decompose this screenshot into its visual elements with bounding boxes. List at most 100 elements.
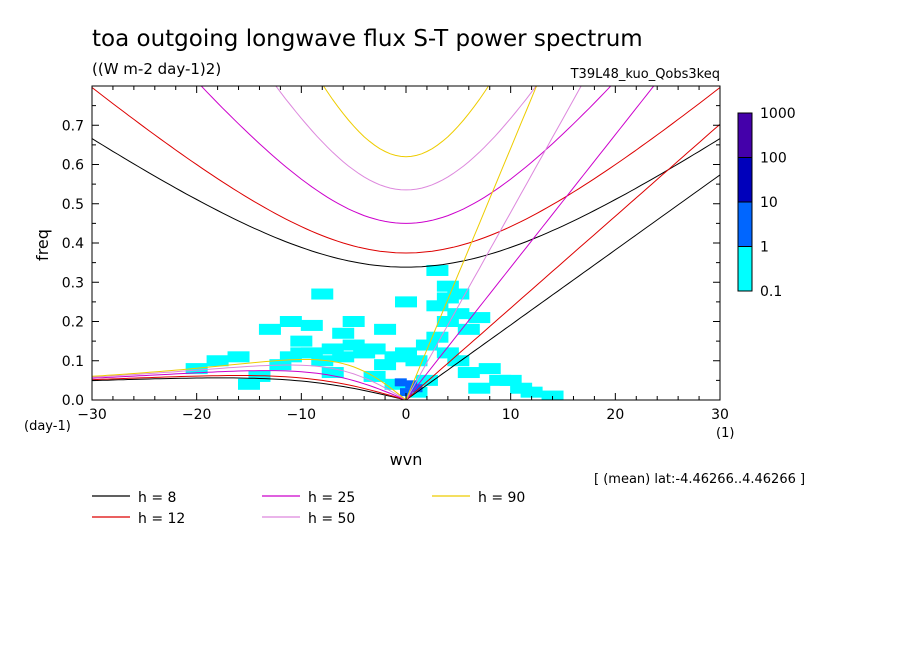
colorbar-label: 10: [760, 195, 778, 211]
shading-cell: [238, 378, 260, 390]
x-tick-label: 30: [711, 407, 729, 423]
shading-cell: [321, 343, 344, 355]
shading-cell: [374, 323, 397, 335]
shading-cell: [478, 363, 501, 375]
legend-label: h = 50: [308, 511, 355, 527]
x-tick-label: −30: [77, 407, 107, 423]
rossby-curve: [92, 370, 407, 400]
colorbar-label: 1000: [760, 106, 796, 122]
shading-cell: [457, 323, 480, 335]
y-tick-label: 0.5: [62, 197, 84, 213]
y-tick-label: 0.1: [62, 354, 84, 370]
shading-cell-high: [410, 384, 423, 393]
shading-cell: [279, 316, 302, 327]
shading-cell: [227, 351, 250, 363]
colorbar-segment: [737, 112, 753, 158]
shading-cell: [395, 296, 417, 308]
shading-cell-high: [400, 388, 412, 397]
shading-cell: [510, 382, 533, 394]
shading-cell: [258, 323, 281, 335]
shading-cell: [321, 367, 344, 379]
dispersion-curves: [92, 86, 720, 400]
shading-cell: [436, 347, 459, 359]
shading-cell-high: [394, 378, 407, 387]
shading-cell: [541, 390, 564, 400]
mean-note: [ (mean) lat:-4.46266..4.46266 ]: [594, 472, 805, 487]
kelvin-curve: [405, 174, 720, 400]
colorbar-label: 100: [760, 151, 787, 167]
power-shading: [185, 264, 564, 400]
shading-cell: [426, 300, 449, 312]
shading-cell: [395, 347, 417, 359]
kelvin-curve: [405, 86, 538, 400]
legend-label: h = 8: [138, 490, 176, 506]
shading-cell: [300, 347, 323, 359]
shading-cell: [415, 339, 438, 351]
shading-cell: [248, 370, 271, 382]
shading-cell: [332, 327, 355, 339]
x-tick-label: −20: [182, 407, 212, 423]
colorbar: 1000 100 10 1 0.1: [737, 106, 796, 300]
shading-cell: [436, 280, 459, 292]
shading-cell: [447, 308, 470, 320]
y-tick-label: 0.7: [62, 118, 84, 134]
shading-cell: [311, 355, 334, 367]
shading-cell: [447, 355, 470, 367]
legend-label: h = 25: [308, 490, 355, 506]
rossby-curve: [92, 377, 407, 400]
colorbar-label: 0.1: [760, 284, 782, 300]
gravity-curve: [200, 86, 612, 224]
shading-cell: [468, 312, 491, 324]
shading-cell: [311, 288, 334, 300]
shading-cell: [468, 382, 491, 394]
shading-cell: [374, 359, 397, 371]
shading-cell: [332, 351, 355, 363]
x-tick-label: −10: [287, 407, 317, 423]
shading-cell: [363, 343, 386, 355]
kelvin-curve: [405, 86, 655, 400]
rossby-curve: [92, 364, 407, 400]
shading-cell: [300, 319, 323, 331]
shading-cell: [290, 335, 313, 347]
x-tick-label: 10: [502, 407, 520, 423]
x-tick-label: 0: [402, 407, 411, 423]
gravity-curve: [92, 87, 720, 254]
y-tick-label: 0.2: [62, 315, 84, 331]
shading-cell: [206, 355, 229, 367]
chart-title: toa outgoing longwave flux S-T power spe…: [92, 26, 643, 52]
x-axis-label: wvn: [390, 450, 423, 469]
shading-cell: [447, 288, 470, 300]
shading-cell: [342, 339, 365, 351]
colorbar-label: 1: [760, 240, 769, 256]
rossby-curve: [92, 375, 407, 400]
legend: h = 8 h = 12 h = 25 h = 50 h = 90: [92, 490, 525, 527]
shading-cell: [457, 367, 480, 379]
shading-cell: [489, 374, 512, 386]
rossby-curve: [92, 359, 407, 400]
shading-cell: [426, 331, 449, 343]
colorbar-segment: [737, 201, 753, 247]
shading-cell: [405, 355, 428, 367]
kelvin-curve: [405, 86, 582, 400]
y-axis-label: freq: [33, 229, 52, 261]
y-axis: 0.0 0.1 0.2 0.3 0.4 0.5 0.6 0.7: [62, 105, 720, 409]
y-tick-label: 0.6: [62, 158, 84, 174]
shading-cell: [415, 374, 438, 386]
x-axis: −30 −20 −10 0 10 20 30: [77, 86, 729, 423]
colorbar-segment: [737, 246, 753, 292]
gravity-curve: [275, 86, 537, 191]
legend-label: h = 12: [138, 511, 185, 527]
y-tick-label: 0.0: [62, 393, 84, 409]
shading-cell: [342, 316, 365, 327]
kelvin-curve: [405, 123, 720, 400]
legend-label: h = 90: [478, 490, 525, 506]
shading-cell: [426, 264, 449, 276]
gravity-curve: [92, 138, 720, 268]
gravity-curve: [322, 86, 490, 158]
chart-subtitle: ((W m-2 day-1)2): [92, 60, 221, 78]
colorbar-segment: [737, 157, 753, 203]
x-tick-label: 20: [606, 407, 624, 423]
run-label: T39L48_kuo_Qobs3keq: [570, 67, 720, 82]
y-tick-label: 0.4: [62, 236, 84, 252]
